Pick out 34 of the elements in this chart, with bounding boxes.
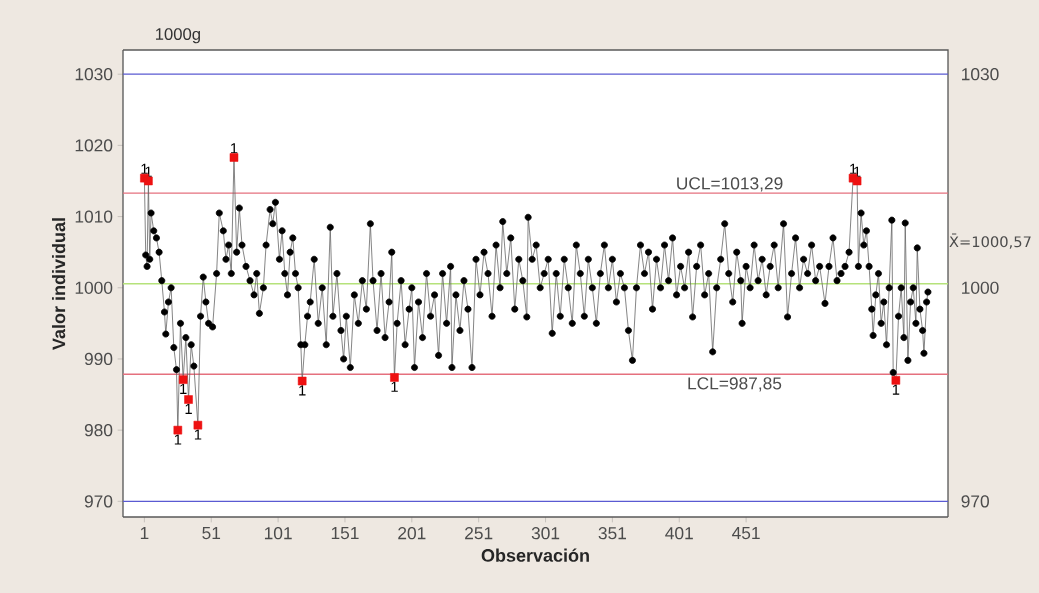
y-tick-label: 1030 [75,68,113,81]
x-axis-title: Observación [481,548,589,562]
x-tick-label: 151 [331,527,359,540]
annotation: 1 [174,434,182,445]
x-tick-label: 51 [202,527,221,540]
y-tick-label: 1010 [75,210,113,223]
y-axis-title: Valor individual [52,218,66,350]
ref-line-label: X̄=1000,57 [949,233,1031,249]
x-tick-label: 401 [665,527,693,540]
y-tick-label: 970 [84,495,113,508]
annotation: 1 [180,383,187,394]
x-tick-label: 201 [398,527,426,540]
y2-tick-label: 970 [961,495,989,508]
x-tick-label: 301 [531,527,560,540]
y2-tick-label: 1000 [962,281,999,294]
annotation: 1 [892,384,900,395]
y2-tick-label: 1030 [962,68,999,81]
x-tick-label: 251 [465,527,493,540]
ref-line-label: UCL=1013,29 [677,177,783,192]
annotation: 1 [185,403,192,414]
annotation: 1 [391,381,398,392]
chart-title: 1000g [155,28,200,44]
annotation: 1 [194,429,202,440]
y-tick-label: 1000 [75,281,113,294]
y-tick-label: 990 [84,352,113,366]
annotation: 1 [299,385,306,396]
x-tick-label: 1 [140,527,149,539]
y-tick-label: 1020 [75,139,113,152]
x-tick-label: 451 [732,527,760,540]
ref-line-label: LCL=987,85 [688,377,782,392]
x-tick-label: 351 [598,527,627,540]
annotation: 1 [231,143,238,154]
y-tick-label: 980 [84,424,113,437]
x-tick-label: 101 [264,527,292,540]
